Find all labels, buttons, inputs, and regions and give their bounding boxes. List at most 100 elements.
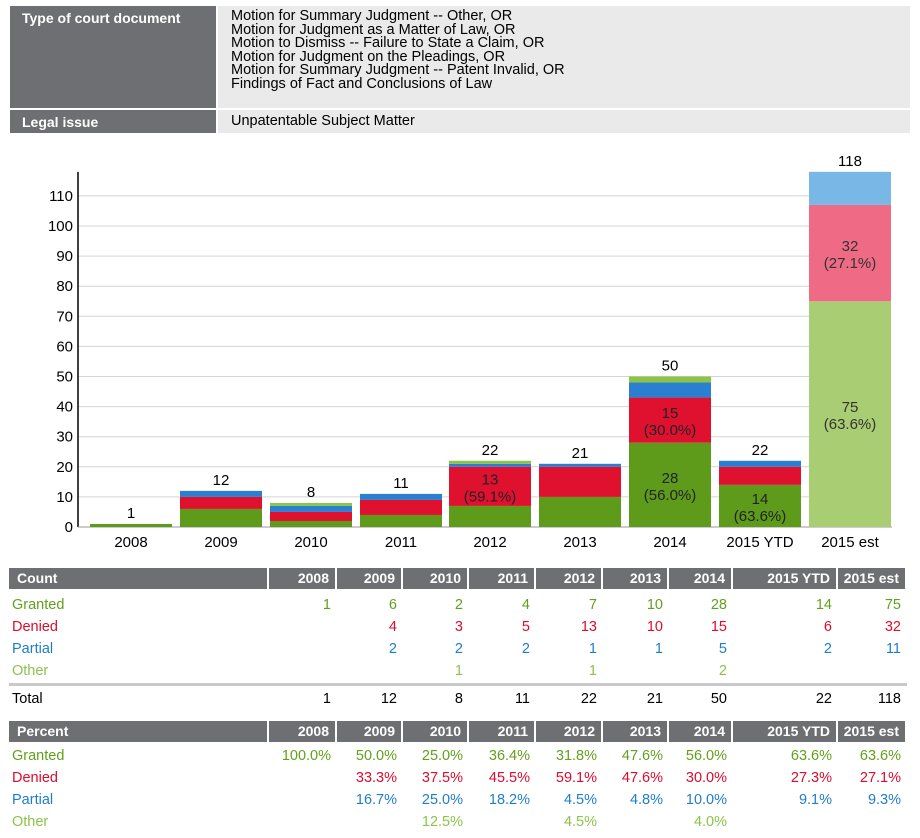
table-cell bbox=[469, 660, 536, 682]
bar-segment-denied bbox=[270, 511, 352, 521]
table-cell: 27.1% bbox=[859, 770, 901, 786]
table-cell: 6 bbox=[823, 619, 832, 635]
column-header: 2012 bbox=[536, 568, 601, 589]
y-tick-label: 40 bbox=[56, 399, 73, 416]
bar-segment-other bbox=[449, 460, 531, 464]
legal-issue-row: Legal issue Unpatentable Subject Matter bbox=[10, 110, 910, 133]
table-cell bbox=[269, 811, 337, 833]
table-cell: 1 bbox=[322, 597, 331, 613]
table-cell: 22 bbox=[815, 691, 832, 707]
table-row: Other 12.5% 4.5% 4.0% bbox=[9, 811, 907, 833]
table-cell: 31.8% bbox=[555, 748, 597, 764]
table-cell: 2 bbox=[823, 641, 832, 657]
table-cell: 1 bbox=[588, 663, 597, 679]
table-cell: 63.6% bbox=[859, 748, 901, 764]
table-cell bbox=[838, 660, 907, 682]
table-row: Granted 1 6 2 4 7 10 28 14 75 bbox=[9, 594, 907, 616]
bar-segment-partial bbox=[180, 490, 262, 497]
table-row: Partial 16.7% 25.0% 18.2% 4.5% 4.8% 10.0% 9.1% 9… bbox=[9, 789, 907, 811]
table-cell: 14 bbox=[815, 597, 832, 613]
bar-segment-partial bbox=[629, 382, 711, 398]
x-tick-label: 2014 bbox=[653, 534, 686, 551]
row-label: Other bbox=[12, 663, 49, 679]
bar-segment-partial bbox=[809, 171, 891, 205]
table-cell: 9.3% bbox=[867, 792, 901, 808]
bar-total-label: 8 bbox=[307, 484, 315, 501]
table-cell: 22 bbox=[580, 691, 597, 707]
table-cell bbox=[733, 660, 838, 682]
doc-type-label: Type of court document bbox=[10, 6, 216, 108]
column-header: 2012 bbox=[536, 721, 601, 742]
table-cell: 100.0% bbox=[281, 748, 331, 764]
column-header: 2014 bbox=[669, 721, 731, 742]
bar-total-label: 22 bbox=[752, 442, 769, 459]
table-cell: 2 bbox=[388, 641, 397, 657]
bar-total-label: 11 bbox=[393, 475, 409, 492]
count-table: Count 2008 2009 2010 2011 2012 2013 2014 2015 YT… bbox=[9, 568, 907, 713]
bar-segment-partial bbox=[360, 493, 442, 500]
y-tick-label: 20 bbox=[56, 459, 73, 476]
bar-segment-partial bbox=[539, 463, 621, 467]
bar-segment-other bbox=[629, 376, 711, 383]
bar-value-label: 32 bbox=[842, 238, 859, 255]
column-header: 2011 bbox=[469, 721, 534, 742]
x-tick-label: 2011 bbox=[385, 534, 417, 551]
x-tick-label: 2015 YTD bbox=[726, 534, 793, 551]
table-cell bbox=[603, 811, 669, 833]
legal-issue-label: Legal issue bbox=[10, 110, 216, 133]
table-cell: 3 bbox=[454, 619, 463, 635]
bar-segment-granted bbox=[180, 508, 262, 527]
table-cell: 10.0% bbox=[685, 792, 727, 808]
bar-segment-denied bbox=[180, 496, 262, 509]
bar-value-label: 28 bbox=[662, 470, 679, 487]
column-header: 2010 bbox=[403, 568, 467, 589]
table-cell: 4.5% bbox=[563, 814, 597, 830]
column-header: 2015 YTD bbox=[733, 721, 836, 742]
table-cell: 32 bbox=[884, 619, 901, 635]
legal-issue-value: Unpatentable Subject Matter bbox=[218, 110, 910, 133]
bar-value-label: 15 bbox=[662, 405, 679, 422]
table-cell bbox=[603, 660, 669, 682]
table-row: Denied 4 3 5 13 10 15 6 32 bbox=[9, 616, 907, 638]
bar-segment-partial bbox=[719, 460, 801, 467]
table-cell: 16.7% bbox=[355, 792, 397, 808]
bar-total-label: 12 bbox=[213, 472, 230, 489]
bar-percent-label: (27.1%) bbox=[824, 255, 877, 272]
bar-segment-granted bbox=[719, 484, 801, 527]
table-cell bbox=[269, 789, 337, 811]
column-header: 2015 est bbox=[838, 721, 905, 742]
table-cell: 6 bbox=[388, 597, 397, 613]
table-cell: 11 bbox=[885, 641, 901, 657]
table-title: Percent bbox=[9, 721, 267, 742]
bar-percent-label: (56.0%) bbox=[644, 487, 697, 504]
table-cell: 12.5% bbox=[421, 814, 463, 830]
x-tick-label: 2008 bbox=[114, 534, 147, 551]
y-tick-label: 80 bbox=[56, 278, 73, 295]
bar-total-label: 1 bbox=[127, 505, 135, 522]
bar-segment-denied bbox=[719, 466, 801, 485]
doc-type-item: Motion for Summary Judgment -- Other, OR bbox=[231, 8, 513, 24]
percent-table: Percent 2008 2009 2010 2011 2012 2013 2014 2015 … bbox=[9, 721, 907, 836]
bar-segment-other bbox=[270, 502, 352, 506]
bar-total-label: 21 bbox=[572, 445, 589, 462]
table-cell: 28 bbox=[710, 597, 727, 613]
y-tick-label: 100 bbox=[48, 218, 73, 235]
table-row: Denied 33.3% 37.5% 45.5% 59.1% 47.6% 30.0% 27.3… bbox=[9, 767, 907, 789]
column-header: 2014 bbox=[669, 568, 731, 589]
doc-type-item: Motion to Dismiss -- Failure to State a … bbox=[231, 35, 545, 52]
bar-value-label: 14 bbox=[752, 491, 769, 508]
table-cell: 36.4% bbox=[488, 748, 530, 764]
bar-segment-denied bbox=[629, 397, 711, 443]
table-header-row: Count 2008 2009 2010 2011 2012 2013 2014 2015 YT… bbox=[9, 568, 907, 589]
column-header: 2008 bbox=[269, 568, 335, 589]
table-cell: 63.6% bbox=[790, 748, 832, 764]
table-cell: 27.3% bbox=[790, 770, 832, 786]
column-header: 2015 est bbox=[838, 568, 905, 589]
table-cell: 30.0% bbox=[685, 770, 727, 786]
bar-segment-granted bbox=[360, 514, 442, 527]
row-label: Other bbox=[12, 814, 49, 830]
bar-percent-label: (30.0%) bbox=[644, 422, 697, 439]
bar-segment-denied bbox=[809, 204, 891, 302]
row-label: Partial bbox=[12, 641, 54, 657]
table-cell: 4.0% bbox=[693, 814, 727, 830]
